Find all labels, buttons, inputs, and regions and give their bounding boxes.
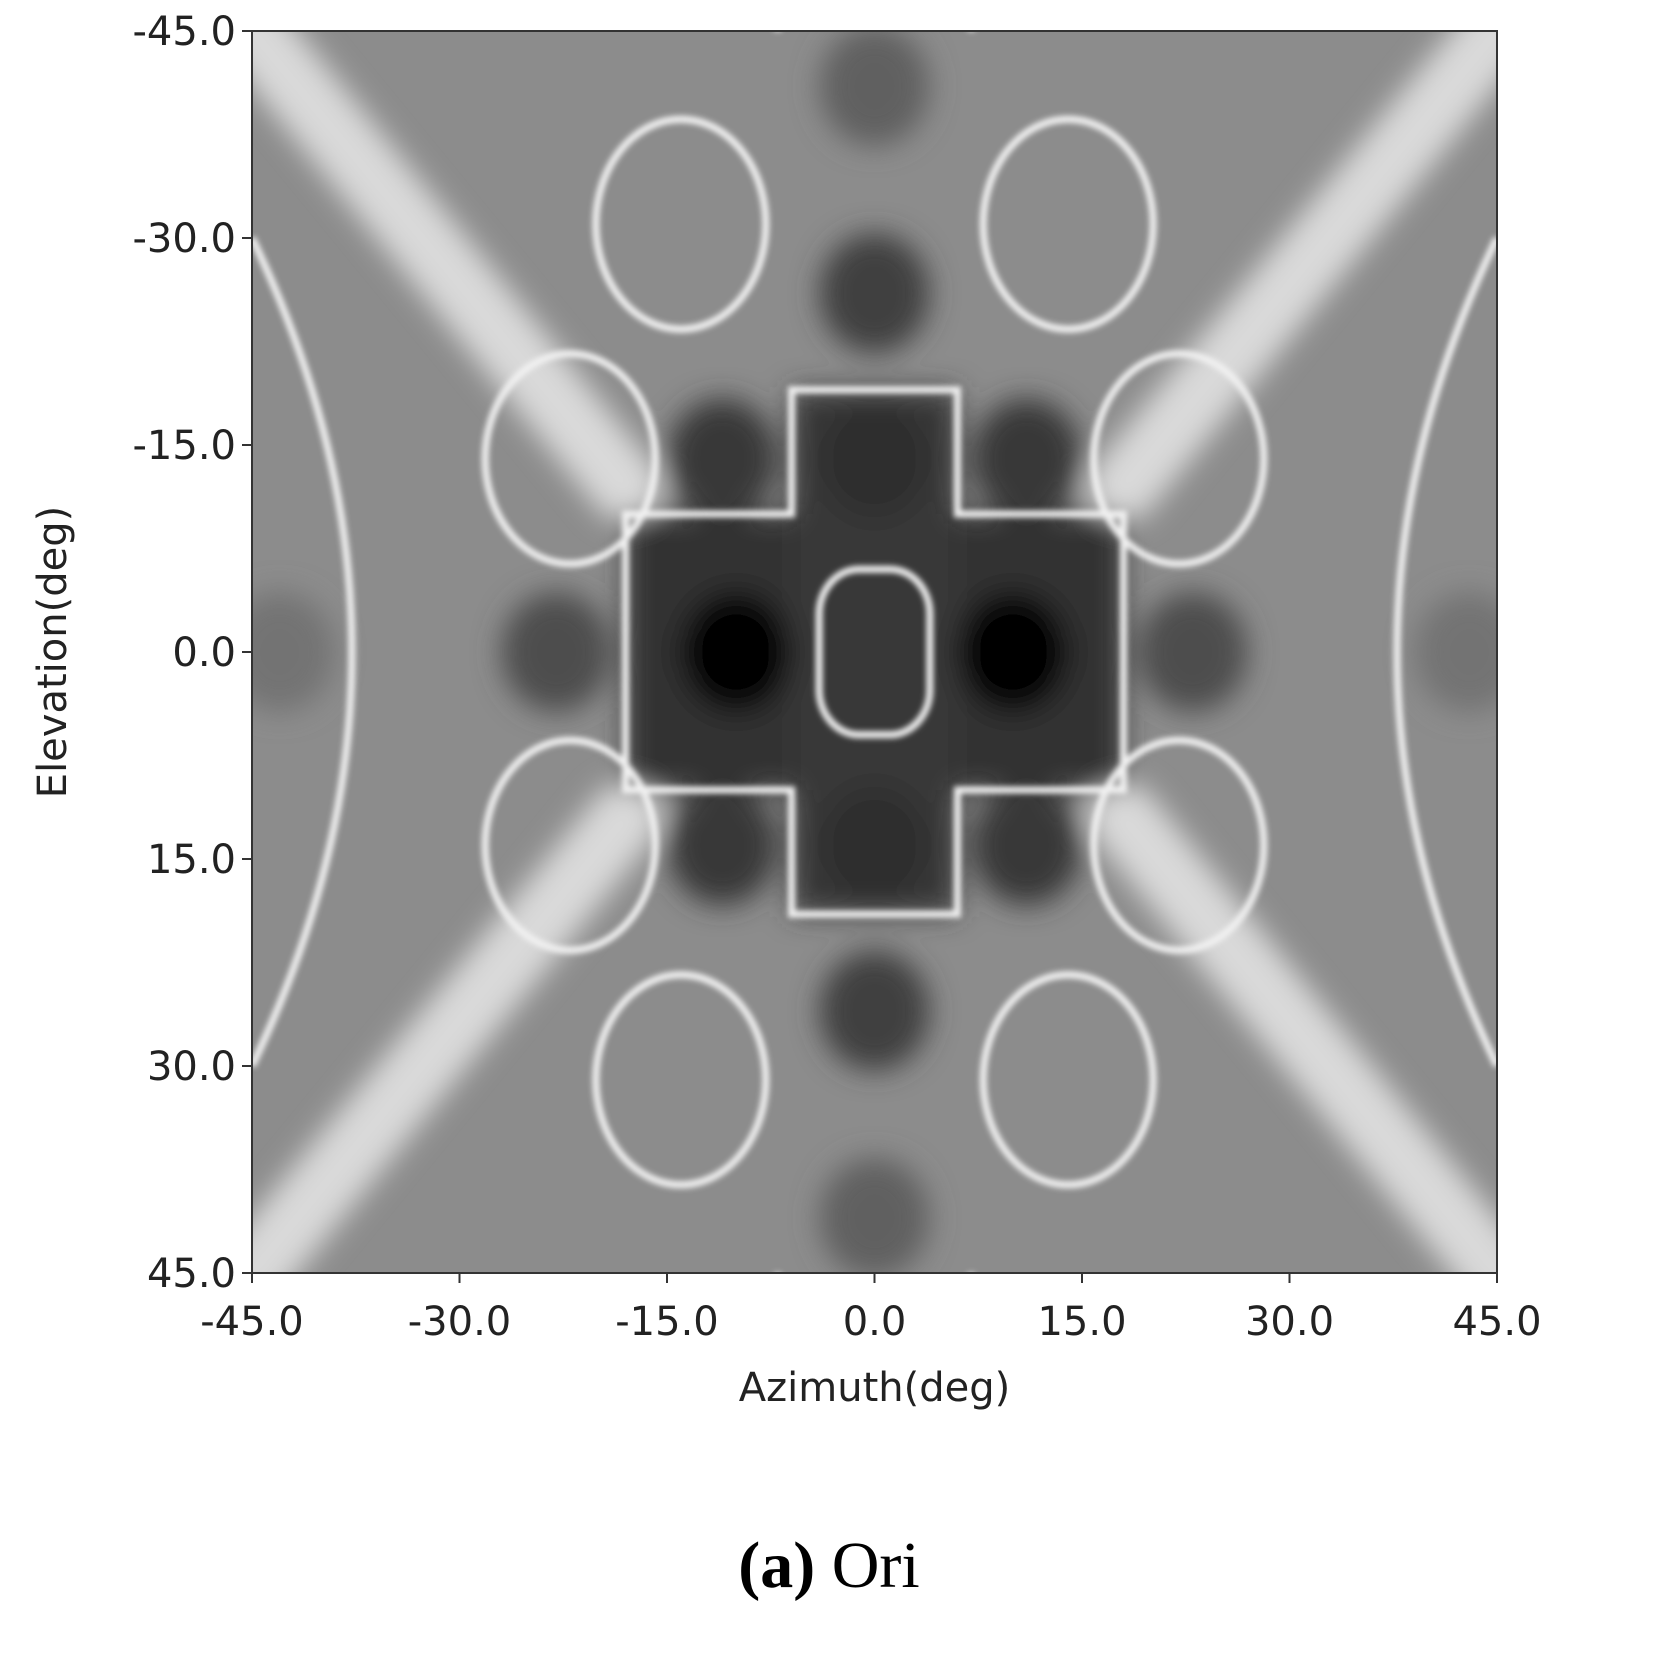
heat-lobe [819,1157,930,1273]
contour-loop [592,115,770,333]
heat-lobe [667,398,778,519]
heatmap-image [252,0,1497,1273]
heat-band [252,31,661,522]
heat-lobe [681,592,792,712]
contour-side-arc [1393,236,1497,1068]
figure-caption: (a) Ori [0,1528,1658,1604]
heat-lobe [819,950,930,1071]
y-tick-label: 15.0 [147,837,236,883]
heat-contours [252,0,1497,1189]
contour-loop [1090,350,1268,568]
heat-lobe [819,31,930,147]
x-tick-label: 30.0 [1245,1299,1334,1345]
caption-letter: (a) [738,1529,816,1602]
x-tick-label: -30.0 [408,1299,512,1345]
x-tick-label: 45.0 [1452,1299,1541,1345]
x-tick-label: -45.0 [200,1299,304,1345]
contour-loop [979,115,1157,333]
contour-loop [592,971,770,1189]
y-axis-label: Elevation(deg) [30,506,76,798]
y-tick-label: -45.0 [133,9,237,55]
heat-band [1088,31,1497,522]
x-tick-label: 15.0 [1037,1299,1126,1345]
heat-lobe [501,592,612,712]
x-axis: -45.0 -30.0 -15.0 0.0 15.0 30.0 45.0 [200,1273,1542,1345]
heat-lobe [957,592,1068,712]
heat-lobe [819,233,930,354]
y-tick-label: -30.0 [133,216,237,262]
heat-lobe [971,398,1082,519]
y-tick-label: -15.0 [133,423,237,469]
heat-lobe [252,592,335,712]
contour-loop [1090,736,1268,954]
contour-ring [815,565,934,739]
contour-loop [481,736,659,954]
contour-loop [979,971,1157,1189]
x-tick-label: 0.0 [843,1299,907,1345]
heat-lobe [1414,592,1497,712]
y-tick-label: 0.0 [172,630,236,676]
contour-arch [778,0,972,31]
y-tick-label: 30.0 [147,1044,236,1090]
caption-text: Ori [815,1529,920,1602]
contour-cross [622,386,1127,918]
y-tick-label: 45.0 [147,1251,236,1297]
heat-band [252,782,661,1273]
contour-loop [481,350,659,568]
heat-lobe [971,785,1082,906]
heat-band [1088,782,1497,1273]
heat-lobe [819,785,930,906]
x-axis-label: Azimuth(deg) [739,1365,1010,1411]
heat-lobe [667,785,778,906]
heat-lobe [1137,592,1248,712]
y-axis: -45.0 -30.0 -15.0 0.0 15.0 30.0 45.0 [133,9,252,1297]
x-tick-label: -15.0 [615,1299,719,1345]
heat-lobe [819,398,930,519]
contour-side-arc [252,236,356,1068]
